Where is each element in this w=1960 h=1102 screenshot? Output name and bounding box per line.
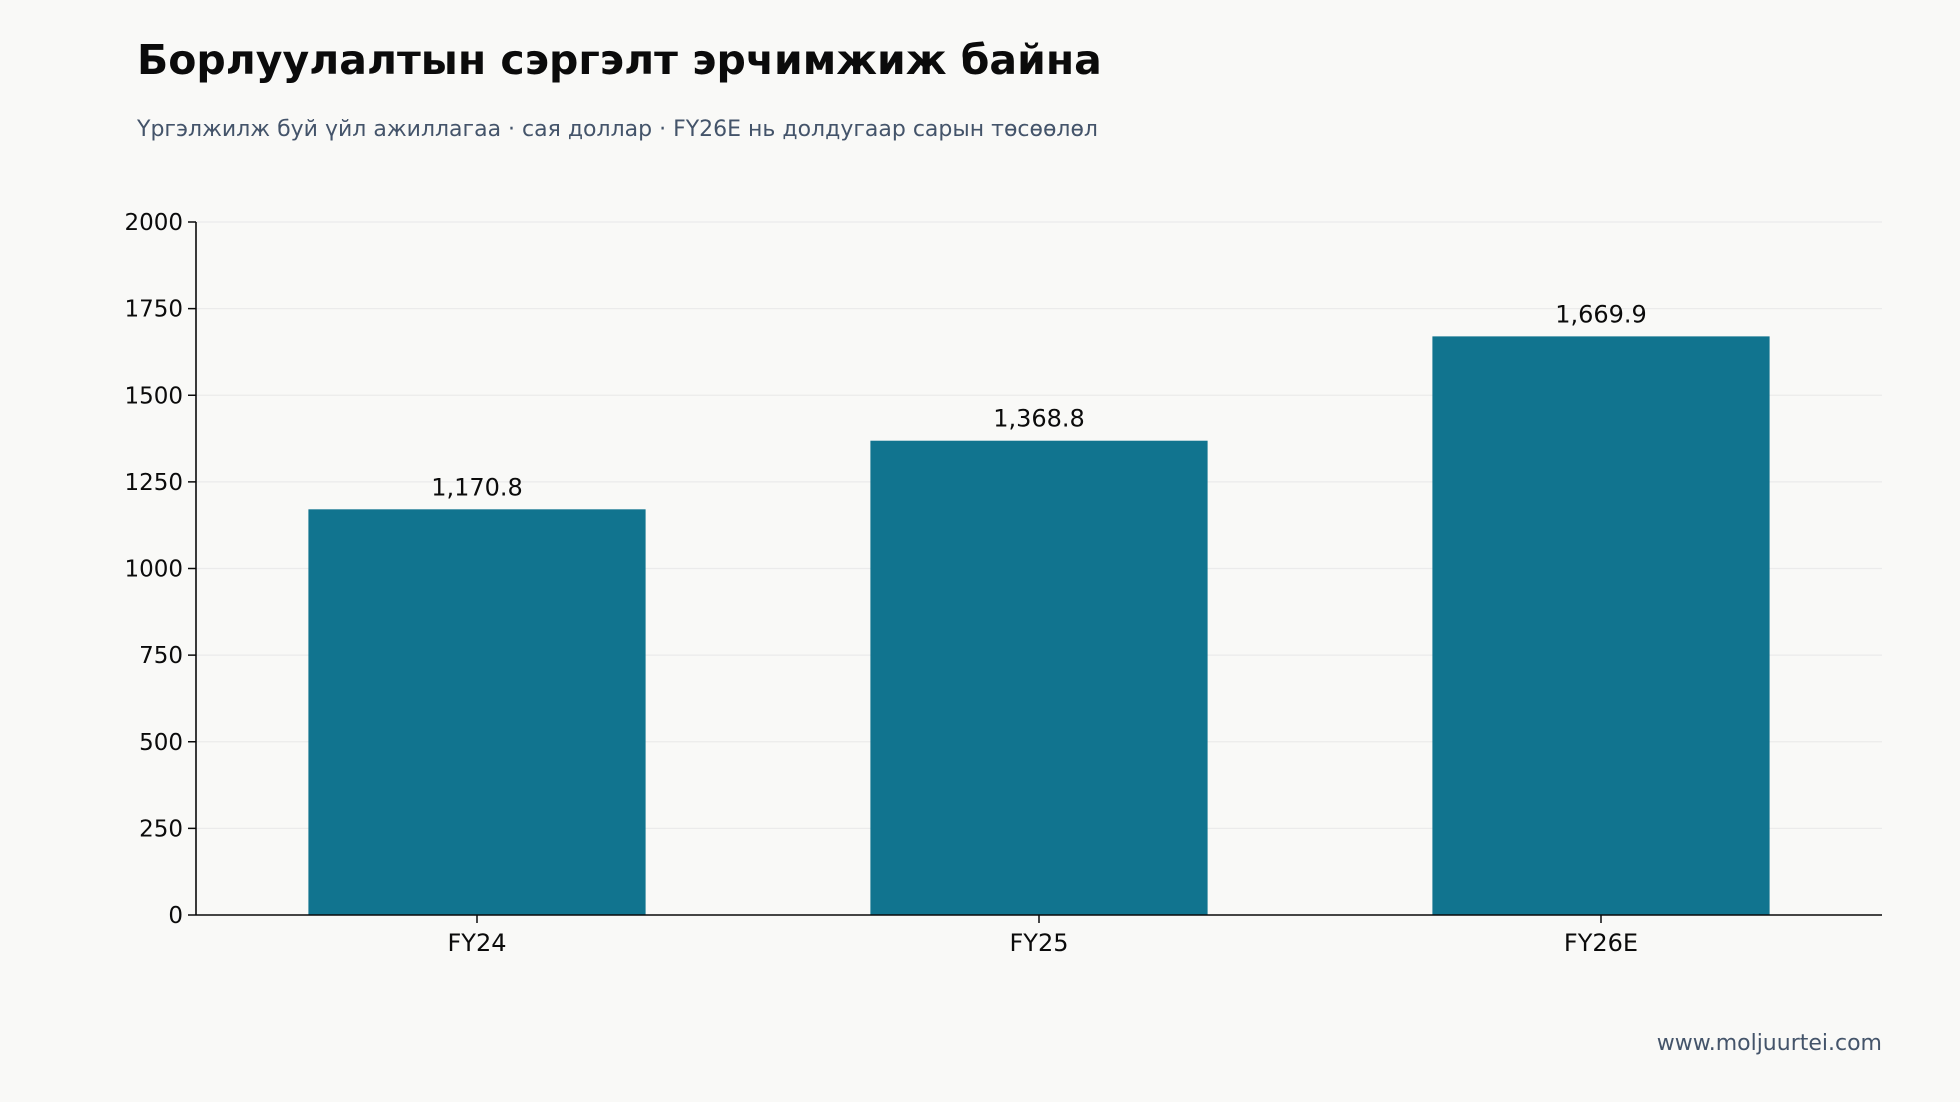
axes [188,221,1882,923]
y-tick-label: 1750 [124,297,183,323]
y-tick-label: 1000 [124,557,183,583]
chart-title: Борлуулалтын сэргэлт эрчимжиж байна [137,36,1102,84]
y-tick-label: 1250 [124,470,183,496]
y-tick-label: 750 [139,643,183,669]
y-tick-label: 250 [139,816,183,842]
chart-subtitle: Үргэлжилж буй үйл ажиллагаа · сая доллар… [137,117,1098,142]
x-tick-label: FY25 [1009,929,1068,957]
bar-fy26e [1432,336,1770,915]
y-tick-label: 2000 [124,210,183,236]
value-label: 1,368.8 [993,405,1085,433]
x-tick-label: FY26E [1564,929,1638,957]
y-tick-label: 500 [139,730,183,756]
source-url: www.moljuurtei.com [1656,1031,1882,1056]
bar-fy25 [870,440,1208,915]
y-tick-label: 0 [168,903,183,929]
bars [308,336,1770,915]
bar-fy24 [308,509,646,915]
x-tick-label: FY24 [447,929,506,957]
value-label: 1,669.9 [1555,300,1647,328]
y-tick-label: 1500 [124,383,183,409]
labels: 0 250 500 750 1000 1250 1500 1750 2000 1,170.8 FY2… [124,210,1646,957]
value-label: 1,170.8 [431,473,523,501]
